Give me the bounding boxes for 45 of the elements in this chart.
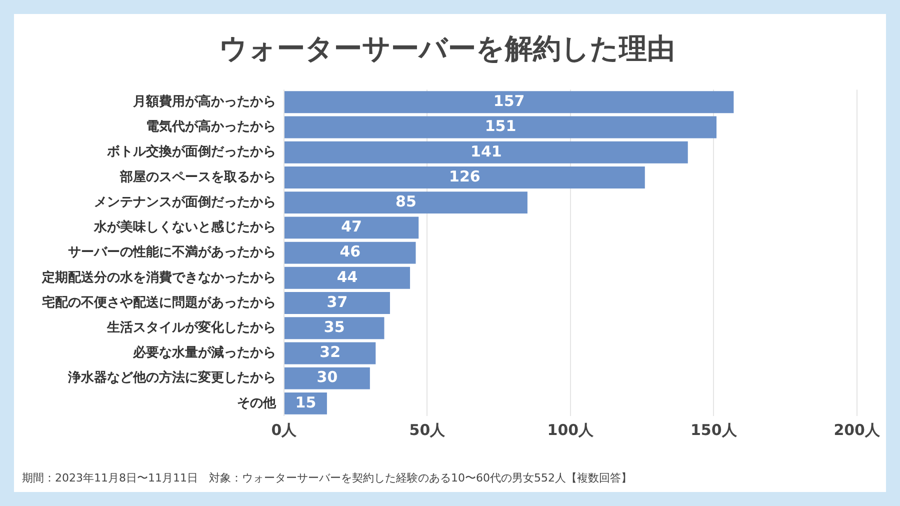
x-tick-label: 50人 [409, 420, 446, 439]
y-tick-label: ボトル交換が面倒だったから [106, 144, 276, 160]
y-tick-label: 水が美味しくないと感じたから [93, 219, 276, 236]
data-label: 141 [470, 142, 502, 160]
data-label: 157 [493, 92, 525, 110]
x-tick-label: 150人 [690, 420, 738, 439]
data-label: 37 [326, 292, 348, 311]
bar [284, 91, 734, 114]
bar [284, 367, 370, 390]
data-label: 30 [316, 368, 338, 386]
y-tick-label: 定期配送分の水を消費できなかったから [41, 269, 276, 286]
y-tick-label: 電気代が高かったから [146, 118, 276, 135]
data-label: 15 [295, 393, 316, 412]
y-tick-label: メンテナンスが面倒だったから [94, 194, 276, 210]
x-tick-label: 0人 [271, 420, 298, 439]
y-tick-label: サーバーの性能に不満があったから [68, 244, 276, 260]
x-tick-label: 200人 [834, 420, 881, 439]
data-label: 46 [340, 242, 361, 261]
bar [284, 342, 376, 364]
bar [284, 292, 390, 314]
bar [284, 166, 645, 188]
y-tick-label: 必要な水量が減ったから [132, 344, 276, 361]
y-tick-label: その他 [237, 396, 277, 411]
data-label: 151 [484, 117, 516, 136]
x-tick-label: 100人 [547, 420, 595, 439]
data-label: 32 [320, 343, 341, 362]
data-label: 85 [396, 192, 416, 210]
data-label: 44 [336, 268, 358, 286]
bar [284, 116, 716, 138]
y-tick-label: 宅配の不便さや配送に問題があったから [42, 294, 276, 310]
y-tick-label: 浄水器など他の方法に変更したから [67, 370, 276, 386]
data-label: 35 [324, 318, 345, 336]
bar [284, 242, 416, 264]
text: 期間：2023年11月8日〜11月11日 対象：ウォーターサーバーを契約した経験のある10〜60代の男女552人【複数回答】 [22, 471, 632, 484]
bar [284, 141, 688, 164]
bar [284, 216, 419, 239]
bar [284, 192, 528, 214]
bar [284, 266, 410, 289]
chart-title: ウォーターサーバーを解約した理由 [219, 32, 675, 66]
data-label: 47 [341, 218, 362, 236]
y-tick-label: 部屋のスペースを取るから [119, 168, 276, 185]
bar [284, 317, 384, 340]
y-tick-label: 生活スタイルが変化したから [106, 320, 276, 336]
data-label: 126 [449, 167, 480, 186]
y-tick-label: 月額費用が高かったから [132, 94, 276, 110]
